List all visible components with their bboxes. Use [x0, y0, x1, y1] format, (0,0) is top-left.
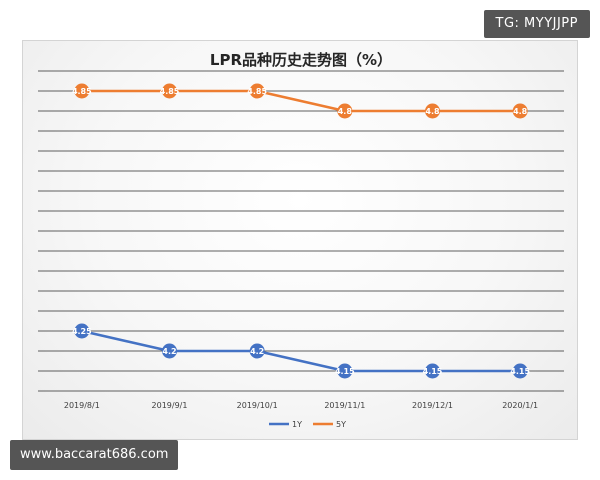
series-lines: 4.25 4.2 4.2 4.15 4.15 4.15 4.85 4.85 4.85 4.8 4.8… [72, 83, 530, 379]
data-label: 4.8 [425, 107, 440, 116]
gridlines [38, 70, 564, 392]
data-label: 4.8 [513, 107, 528, 116]
data-label: 4.85 [247, 87, 267, 96]
data-point [249, 343, 265, 359]
data-label: 4.15 [510, 367, 530, 376]
series-line-5y [81, 89, 521, 113]
data-point [425, 103, 440, 119]
data-point [337, 103, 353, 119]
data-point [162, 343, 177, 359]
legend-label: 1Y [292, 420, 302, 429]
x-tick-label: 2019/11/1 [324, 401, 365, 410]
data-label: 4.2 [250, 347, 264, 356]
data-point [337, 363, 353, 379]
watermark-top-right: TG: MYYJJPP [483, 10, 590, 38]
data-point [162, 83, 177, 99]
x-tick-label: 2019/10/1 [237, 401, 278, 410]
chart-card: LPR品种历史走势图（%） 2019/8/1 2019/9/1 2019/10/1 2… [22, 40, 578, 440]
watermark-bottom-left: www.baccarat686.com [10, 440, 179, 470]
data-label: 4.85 [160, 87, 180, 96]
data-point [512, 363, 528, 379]
data-label: 4.85 [72, 87, 92, 96]
x-axis-tick-labels: 2019/8/1 2019/9/1 2019/10/1 2019/11/1 2019/1… [64, 401, 538, 410]
data-label: 4.15 [423, 367, 443, 376]
data-label: 4.25 [72, 327, 92, 336]
data-label: 4.8 [338, 107, 353, 116]
chart-title: LPR品种历史走势图（%） [210, 51, 392, 69]
x-tick-label: 2019/9/1 [152, 401, 188, 410]
data-point [425, 363, 440, 379]
data-label: 4.15 [335, 367, 355, 376]
data-point [249, 83, 265, 99]
data-point [74, 323, 90, 339]
x-tick-label: 2020/1/1 [502, 401, 538, 410]
data-point [74, 83, 90, 99]
legend: 1Y 5Y [269, 420, 346, 429]
data-point [512, 103, 528, 119]
data-label: 4.2 [162, 347, 176, 356]
line-chart: LPR品种历史走势图（%） 2019/8/1 2019/9/1 2019/10/1 2… [38, 51, 564, 429]
x-tick-label: 2019/12/1 [412, 401, 453, 410]
x-tick-label: 2019/8/1 [64, 401, 100, 410]
legend-label: 5Y [336, 420, 346, 429]
series-line-1y [81, 329, 521, 373]
